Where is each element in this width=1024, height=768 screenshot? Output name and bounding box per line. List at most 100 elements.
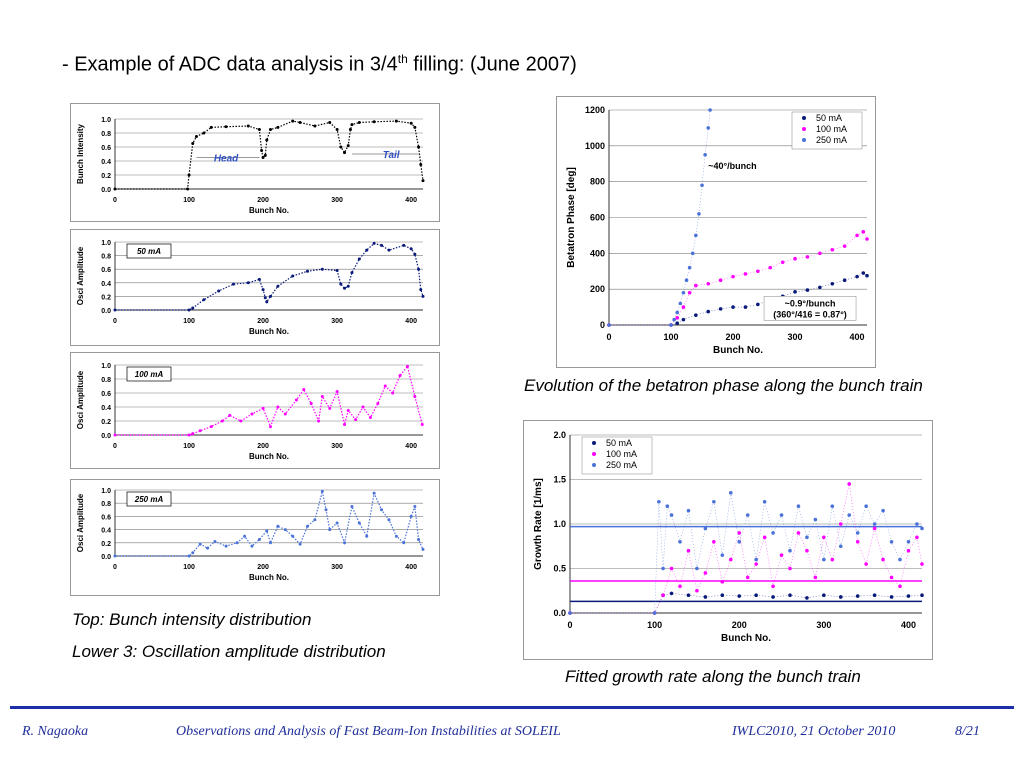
data-point [681, 305, 686, 309]
data-point [413, 395, 417, 398]
data-point [346, 409, 350, 412]
head-label: Head [214, 154, 239, 165]
data-point [805, 255, 810, 259]
data-point [669, 591, 674, 596]
data-point [675, 310, 680, 315]
data-point [915, 522, 919, 526]
data-point [788, 566, 792, 571]
data-point [669, 513, 674, 517]
data-point [697, 212, 701, 216]
data-point [681, 290, 686, 295]
x-tick-label: 300 [331, 318, 343, 325]
data-point [842, 244, 847, 248]
data-point [830, 247, 835, 252]
x-tick-label: 300 [816, 620, 831, 630]
data-point [298, 121, 302, 124]
data-point [328, 528, 332, 532]
data-point [191, 551, 195, 555]
data-point [661, 566, 665, 571]
chart-amp100-panel: 0.0 0.2 0.4 0.6 0.8 1.0 0 100 200 300 400 Bunch No.… [70, 352, 440, 469]
data-point [754, 557, 758, 562]
chart-amp100: 0.0 0.2 0.4 0.6 0.8 1.0 0 100 200 300 400 Bunch No.… [76, 363, 424, 461]
data-point [291, 119, 295, 123]
data-point [669, 323, 673, 327]
x-axis-label: Bunch No. [249, 452, 289, 461]
legend-label: 100 mA [816, 124, 847, 134]
data-point [847, 513, 852, 517]
data-point [865, 237, 869, 241]
data-point [822, 593, 826, 597]
data-point [187, 554, 191, 558]
legend-label: 250 mA [816, 135, 847, 145]
data-point [261, 406, 265, 410]
data-point [720, 593, 725, 597]
data-point [818, 285, 822, 290]
data-point [394, 534, 398, 538]
y-tick-label: 0.5 [553, 564, 566, 574]
data-point [354, 418, 358, 422]
chart-amp50: 0.0 0.2 0.4 0.6 0.8 1.0 0 100 200 300 400 Bunch No.… [76, 240, 425, 336]
data-point [796, 504, 801, 508]
data-point [291, 274, 295, 278]
data-point [276, 125, 280, 129]
data-point [695, 566, 699, 571]
data-point [720, 580, 725, 584]
x-tick-label: 400 [405, 443, 417, 450]
data-point [250, 412, 254, 416]
y-tick-label: 400 [590, 248, 605, 258]
legend-marker [802, 116, 806, 120]
data-point [235, 541, 239, 545]
data-point [793, 290, 797, 294]
data-point [276, 405, 280, 409]
x-axis-label: Bunch No. [713, 345, 763, 356]
y-tick-label: 1.0 [101, 488, 111, 495]
data-point [335, 269, 339, 273]
data-point [243, 534, 247, 538]
data-point [805, 596, 809, 600]
data-point [652, 611, 657, 615]
y-tick-label: 0.0 [553, 608, 566, 618]
data-point [413, 505, 417, 508]
data-point [822, 535, 826, 540]
y-tick-label: 0.2 [101, 419, 111, 426]
data-point [224, 125, 228, 129]
data-point [687, 265, 692, 270]
data-point [209, 425, 213, 429]
data-point [706, 281, 711, 286]
data-point [186, 187, 190, 191]
data-point [788, 593, 792, 597]
caption-growth: Fitted growth rate along the bunch train [565, 667, 861, 686]
y-tick-label: 0.6 [101, 514, 111, 521]
y-tick-label: 0.2 [101, 173, 111, 180]
y-tick-label: 1.5 [553, 475, 566, 485]
y-tick-label: 1.0 [101, 363, 111, 370]
chart-phase: 0 200 400 600 800 1000 1200 0 100 200 300 400 Bunch … [566, 105, 869, 356]
data-point [686, 548, 691, 553]
data-point [420, 423, 424, 426]
data-point [855, 540, 860, 544]
data-point [855, 233, 859, 238]
data-point [421, 547, 425, 551]
data-point [209, 125, 213, 129]
data-point [283, 528, 287, 532]
data-point [294, 398, 298, 402]
data-point [265, 138, 269, 142]
x-tick-label: 400 [405, 318, 417, 325]
data-point [607, 323, 611, 327]
data-point [320, 489, 324, 493]
data-point [357, 521, 361, 525]
data-point [830, 504, 835, 508]
y-axis-label: Growth Rate [1/ms] [533, 478, 544, 570]
series-line [570, 593, 923, 614]
data-point [686, 593, 691, 597]
x-tick-label: 400 [901, 620, 916, 630]
data-point [306, 269, 309, 273]
data-point [872, 522, 877, 526]
data-point [328, 121, 332, 124]
data-point [283, 412, 287, 416]
data-point [681, 317, 686, 322]
data-point [881, 557, 885, 562]
data-point [779, 513, 784, 517]
data-point [754, 562, 758, 566]
data-point [409, 247, 413, 251]
